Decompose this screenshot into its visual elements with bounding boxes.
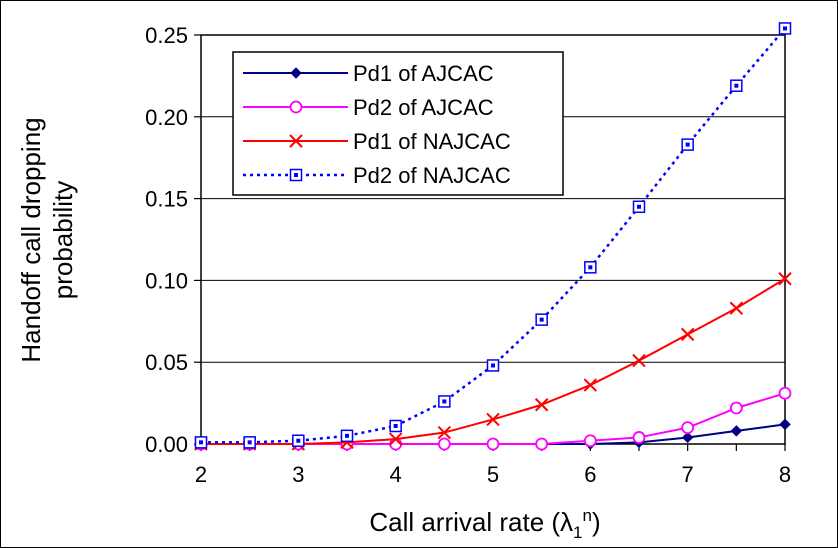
- x-axis-title-main: Call arrival rate (λ: [369, 507, 573, 537]
- legend-label: Pd2 of NAJCAC: [353, 163, 511, 188]
- data-point: [778, 272, 792, 286]
- data-point-center: [296, 438, 301, 443]
- data-point: [729, 401, 743, 415]
- x-tick-label: 5: [487, 462, 499, 487]
- data-point-center: [393, 424, 398, 429]
- legend-marker: [289, 134, 303, 148]
- data-point: [779, 418, 791, 431]
- x-tick-label: 2: [195, 462, 207, 487]
- data-point-center: [539, 317, 544, 322]
- data-point: [680, 327, 695, 342]
- data-point: [535, 437, 549, 451]
- legend-label: Pd1 of NAJCAC: [353, 129, 511, 154]
- legend-item-4: Pd2 of NAJCAC: [243, 163, 511, 188]
- y-axis-ticks: 0.00 0.05 0.10 0.15 0.20 0.25: [145, 23, 201, 457]
- y-axis-title-line2: probability: [48, 181, 78, 300]
- data-point-center: [199, 440, 203, 445]
- data-point: [632, 353, 646, 368]
- data-point: [632, 431, 646, 444]
- data-point-center: [442, 399, 447, 404]
- data-point: [437, 437, 451, 451]
- legend-item-3: Pd1 of NAJCAC: [243, 129, 511, 154]
- y-tick-label: 0.20: [145, 105, 188, 130]
- x-axis-ticks: 2 3 4 5 6 7 8: [195, 444, 791, 487]
- legend-item-1: Pd1 of AJCAC: [243, 61, 494, 86]
- y-tick-label: 0.05: [145, 350, 188, 375]
- data-point: [583, 434, 597, 448]
- data-point: [486, 437, 500, 451]
- series-4: [194, 22, 792, 449]
- legend-marker-center: [294, 173, 298, 177]
- x-tick-label: 6: [584, 462, 596, 487]
- data-point: [681, 421, 695, 435]
- data-point: [486, 412, 500, 427]
- legend: Pd1 of AJCAC Pd2 of AJCAC Pd1 of NAJCAC Pd2…: [232, 51, 564, 196]
- y-tick-label: 0.00: [145, 432, 188, 457]
- legend-box: [232, 51, 564, 196]
- x-axis-title: Call arrival rate (λ1n): [369, 506, 600, 542]
- x-axis-title-subscript: 1: [573, 523, 582, 542]
- data-point: [778, 386, 792, 400]
- data-point-center: [734, 83, 739, 88]
- legend-marker: [290, 67, 302, 79]
- y-tick-label: 0.25: [145, 23, 188, 48]
- x-tick-label: 7: [682, 462, 694, 487]
- data-point-center: [247, 440, 252, 445]
- x-axis-title-superscript: n: [583, 506, 592, 525]
- x-axis-title-close: ): [592, 507, 601, 537]
- data-point: [534, 398, 549, 412]
- data-point: [730, 425, 743, 437]
- legend-marker: [289, 100, 303, 114]
- x-tick-label: 4: [390, 462, 402, 487]
- legend-label: Pd1 of AJCAC: [353, 61, 494, 86]
- y-tick-label: 0.10: [145, 268, 188, 293]
- y-axis-title-line1: Handoff call dropping: [16, 117, 46, 362]
- series-layer: [194, 22, 792, 451]
- data-point: [437, 425, 452, 440]
- legend-label: Pd2 of AJCAC: [353, 95, 494, 120]
- data-point: [583, 378, 598, 392]
- x-tick-label: 8: [779, 462, 791, 487]
- y-tick-label: 0.15: [145, 187, 188, 212]
- data-point: [388, 432, 403, 446]
- data-point-center: [588, 265, 593, 270]
- data-point-center: [491, 363, 495, 368]
- data-point: [729, 301, 744, 315]
- data-point-center: [783, 26, 787, 31]
- legend-item-2: Pd2 of AJCAC: [243, 95, 494, 120]
- data-point-center: [637, 204, 641, 209]
- data-point: [681, 431, 694, 444]
- data-point-center: [685, 142, 690, 147]
- x-tick-label: 3: [292, 462, 304, 487]
- data-point-center: [345, 433, 349, 438]
